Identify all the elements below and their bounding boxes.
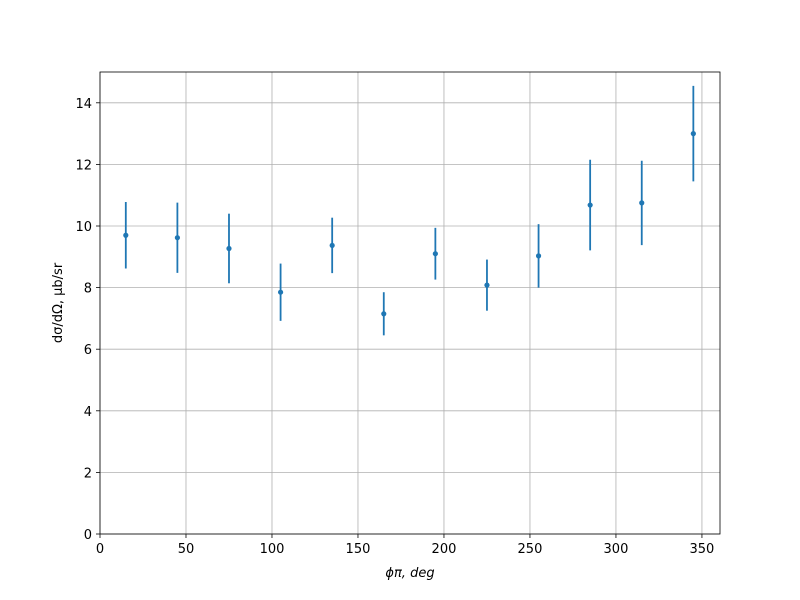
data-point (639, 200, 645, 206)
x-axis-label: ϕπ, deg (385, 566, 434, 581)
data-point (690, 131, 696, 137)
y-tick-label: 8 (84, 282, 92, 297)
y-tick-label: 10 (75, 220, 92, 235)
y-axis-label: dσ/dΩ, μb/sr (51, 262, 66, 343)
y-tick-label: 2 (84, 466, 92, 481)
x-tick-label: 250 (518, 542, 543, 557)
data-point (484, 282, 490, 288)
data-point (381, 311, 387, 317)
data-point (535, 253, 542, 259)
x-tick-label: 300 (604, 542, 629, 557)
plot-frame (99, 71, 721, 535)
x-tick-label: 150 (346, 542, 371, 557)
data-point (174, 235, 180, 241)
data-point (587, 202, 593, 208)
y-tick-label: 14 (75, 97, 92, 112)
y-tick-label: 0 (84, 528, 92, 543)
data-point (226, 245, 232, 252)
y-tick-label: 6 (84, 343, 92, 358)
x-tick-label: 0 (96, 542, 104, 557)
data-point (277, 289, 284, 295)
data-point (329, 242, 335, 249)
y-tick-label: 4 (84, 405, 92, 420)
x-tick-label: 200 (432, 542, 457, 557)
x-tick-label: 350 (690, 542, 715, 557)
data-point (432, 251, 438, 257)
x-tick-label: 100 (260, 542, 285, 557)
data-point (123, 232, 129, 238)
x-tick-label: 50 (178, 542, 195, 557)
y-tick-label: 12 (75, 158, 92, 173)
